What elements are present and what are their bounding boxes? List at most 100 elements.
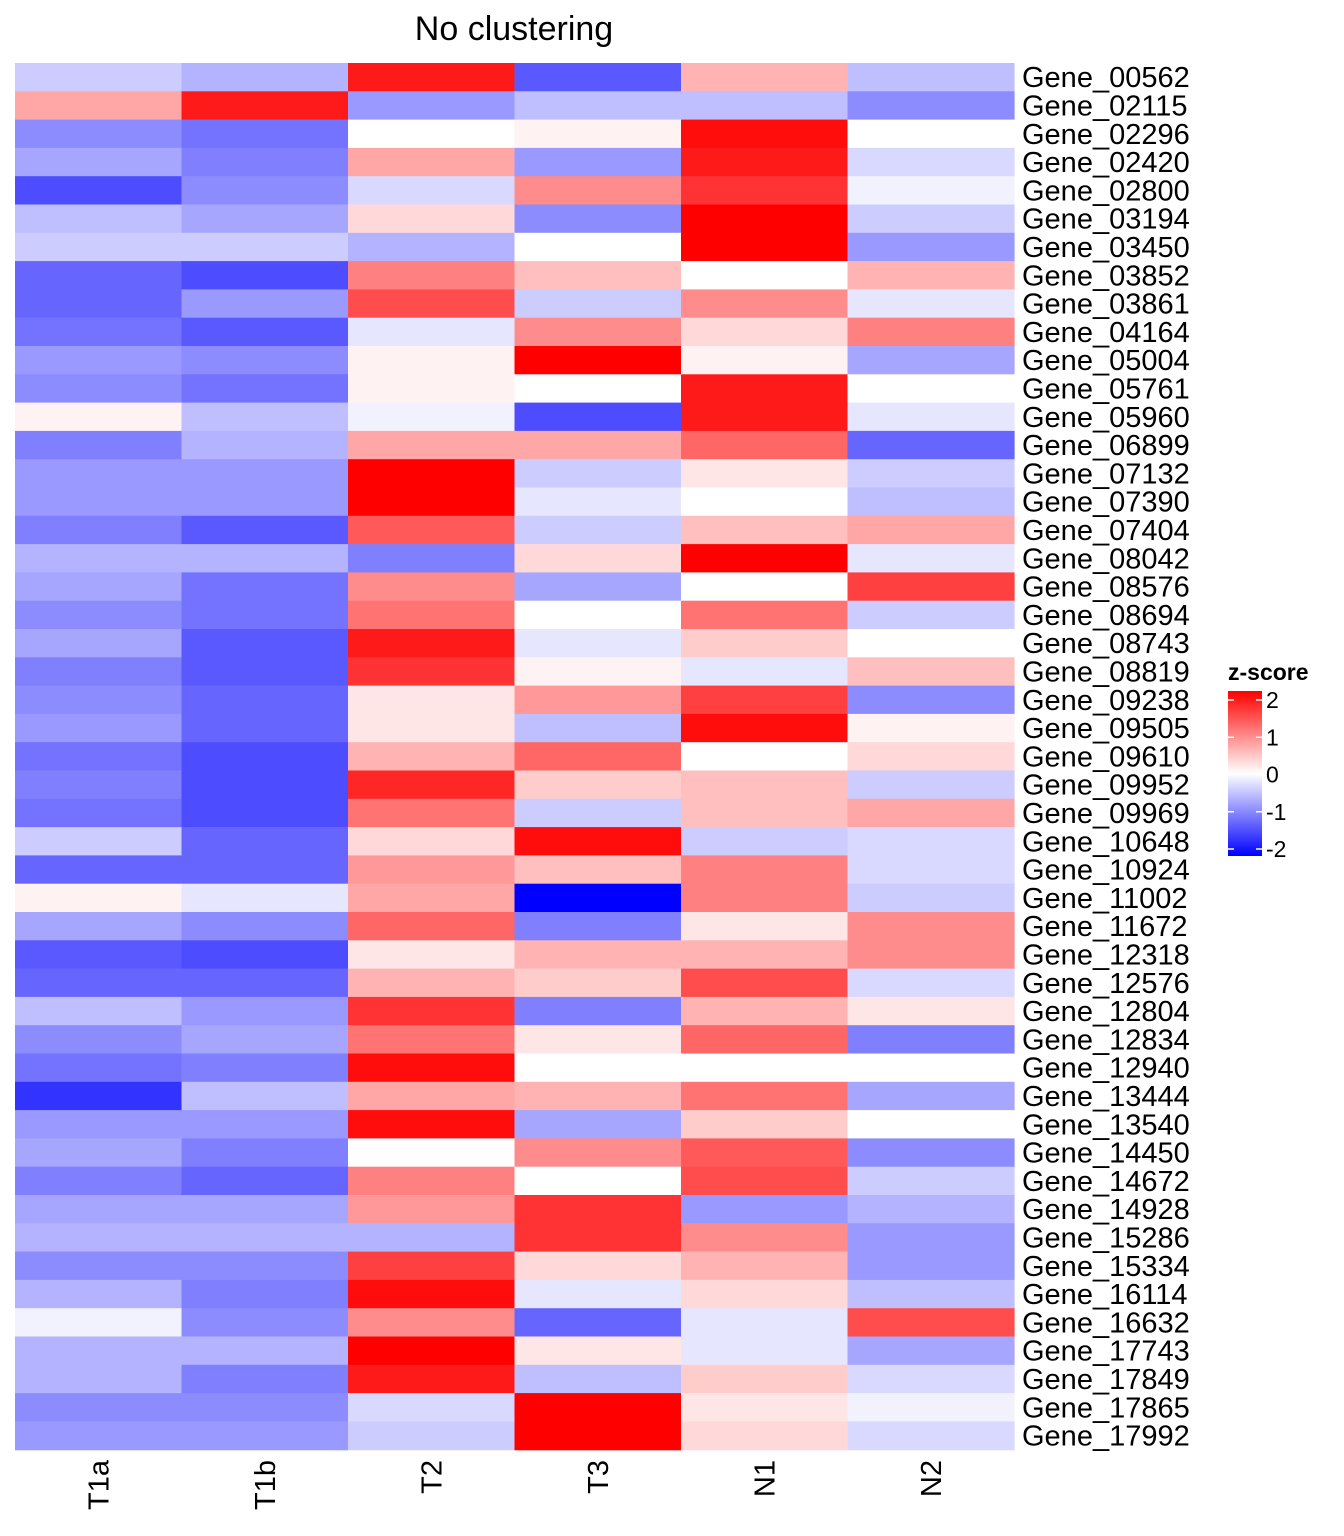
heatmap-cell: [15, 1251, 183, 1281]
heatmap-cell: [15, 1421, 183, 1451]
heatmap-cell: [681, 1308, 849, 1338]
heatmap-cell: [181, 261, 349, 290]
heatmap-cell: [15, 827, 183, 856]
heatmap-cell: [681, 883, 849, 913]
heatmap-cell: [847, 996, 1015, 1026]
row-label: Gene_11672: [1022, 911, 1188, 943]
heatmap-cell: [681, 1223, 849, 1253]
heatmap-cell: [847, 798, 1015, 828]
heatmap-cell: [847, 232, 1015, 262]
heatmap-cell: [181, 996, 349, 1026]
heatmap-cell: [681, 176, 849, 206]
heatmap-cell: [181, 572, 349, 602]
heatmap-cell: [847, 261, 1015, 290]
row-label: Gene_02800: [1022, 175, 1190, 207]
row-label: Gene_03194: [1022, 204, 1190, 236]
heatmap-cell: [181, 629, 349, 658]
heatmap-cell: [681, 374, 849, 404]
heatmap-cell: [348, 1138, 516, 1168]
heatmap-cell: [15, 883, 183, 913]
heatmap-cell: [847, 883, 1015, 913]
heatmap-cell: [681, 770, 849, 800]
heatmap-cell: [348, 204, 516, 234]
heatmap-cell: [847, 402, 1015, 432]
heatmap-cell: [15, 1336, 183, 1366]
column-labels: T1a T1b T2 T3 N1 N2: [83, 1459, 948, 1510]
row-label: Gene_07132: [1022, 458, 1190, 490]
heatmap-cell: [15, 402, 183, 432]
row-label: Gene_03861: [1022, 289, 1190, 321]
heatmap-cell: [15, 91, 183, 121]
heatmap-cell: [514, 515, 682, 545]
heatmap-cell: [847, 1336, 1015, 1366]
heatmap-cell: [348, 685, 516, 715]
heatmap-cell: [15, 261, 183, 290]
heatmap-cell: [847, 968, 1015, 998]
heatmap-cell: [514, 827, 682, 856]
heatmap-cell: [847, 487, 1015, 517]
heatmap-cell: [514, 1308, 682, 1338]
heatmap-cell: [681, 487, 849, 517]
heatmap-cell: [847, 1364, 1015, 1394]
heatmap-cell: [514, 1053, 682, 1083]
heatmap-cell: [681, 1025, 849, 1055]
heatmap-cell: [15, 1110, 183, 1139]
heatmap-cell: [847, 459, 1015, 489]
heatmap-cell: [181, 119, 349, 149]
heatmap-cell: [847, 572, 1015, 602]
heatmap-cell: [847, 770, 1015, 800]
heatmap-cell: [181, 402, 349, 432]
heatmap-cell: [514, 402, 682, 432]
row-label: Gene_17743: [1022, 1336, 1190, 1368]
heatmap-cell: [847, 1138, 1015, 1168]
heatmap-cell: [181, 713, 349, 743]
heatmap-cell: [181, 600, 349, 630]
chart-title: No clustering: [415, 10, 613, 48]
row-label: Gene_05004: [1022, 345, 1190, 377]
heatmap-cell: [348, 996, 516, 1026]
row-label: Gene_08743: [1022, 628, 1190, 660]
heatmap-cell: [15, 289, 183, 319]
row-label: Gene_09238: [1022, 685, 1190, 717]
row-label: Gene_08694: [1022, 600, 1190, 632]
heatmap-cell: [181, 1393, 349, 1422]
heatmap-cell: [348, 912, 516, 941]
heatmap-cell: [514, 544, 682, 573]
heatmap-cell: [681, 204, 849, 234]
heatmap-cells: [15, 63, 1015, 1451]
heatmap-cell: [15, 1081, 183, 1111]
heatmap-cell: [15, 430, 183, 460]
heatmap-cell: [181, 770, 349, 800]
heatmap-cell: [181, 91, 349, 121]
heatmap-cell: [348, 430, 516, 460]
heatmap-cell: [847, 912, 1015, 941]
heatmap-cell: [514, 459, 682, 489]
row-labels: Gene_00562Gene_02115Gene_02296Gene_02420…: [1022, 62, 1190, 1452]
heatmap-cell: [181, 1251, 349, 1281]
row-label: Gene_02420: [1022, 147, 1190, 179]
heatmap-cell: [514, 232, 682, 262]
heatmap-cell: [681, 1364, 849, 1394]
heatmap-cell: [348, 459, 516, 489]
heatmap-cell: [348, 968, 516, 998]
heatmap-cell: [181, 147, 349, 177]
heatmap-cell: [514, 855, 682, 885]
heatmap-cell: [847, 346, 1015, 375]
row-label: Gene_04164: [1022, 317, 1190, 349]
heatmap-cell: [681, 1138, 849, 1168]
heatmap-cell: [681, 119, 849, 149]
column-label: T2: [416, 1460, 448, 1494]
heatmap-cell: [348, 629, 516, 658]
row-label: Gene_09969: [1022, 798, 1190, 830]
heatmap-cell: [681, 1279, 849, 1309]
heatmap-cell: [15, 1053, 183, 1083]
heatmap-cell: [514, 968, 682, 998]
heatmap-cell: [348, 1279, 516, 1309]
heatmap-cell: [348, 1393, 516, 1422]
heatmap-cell: [348, 1336, 516, 1366]
heatmap-cell: [348, 374, 516, 404]
heatmap-cell: [847, 827, 1015, 856]
heatmap-cell: [15, 1393, 183, 1422]
heatmap-cell: [847, 1279, 1015, 1309]
row-label: Gene_16632: [1022, 1307, 1190, 1339]
